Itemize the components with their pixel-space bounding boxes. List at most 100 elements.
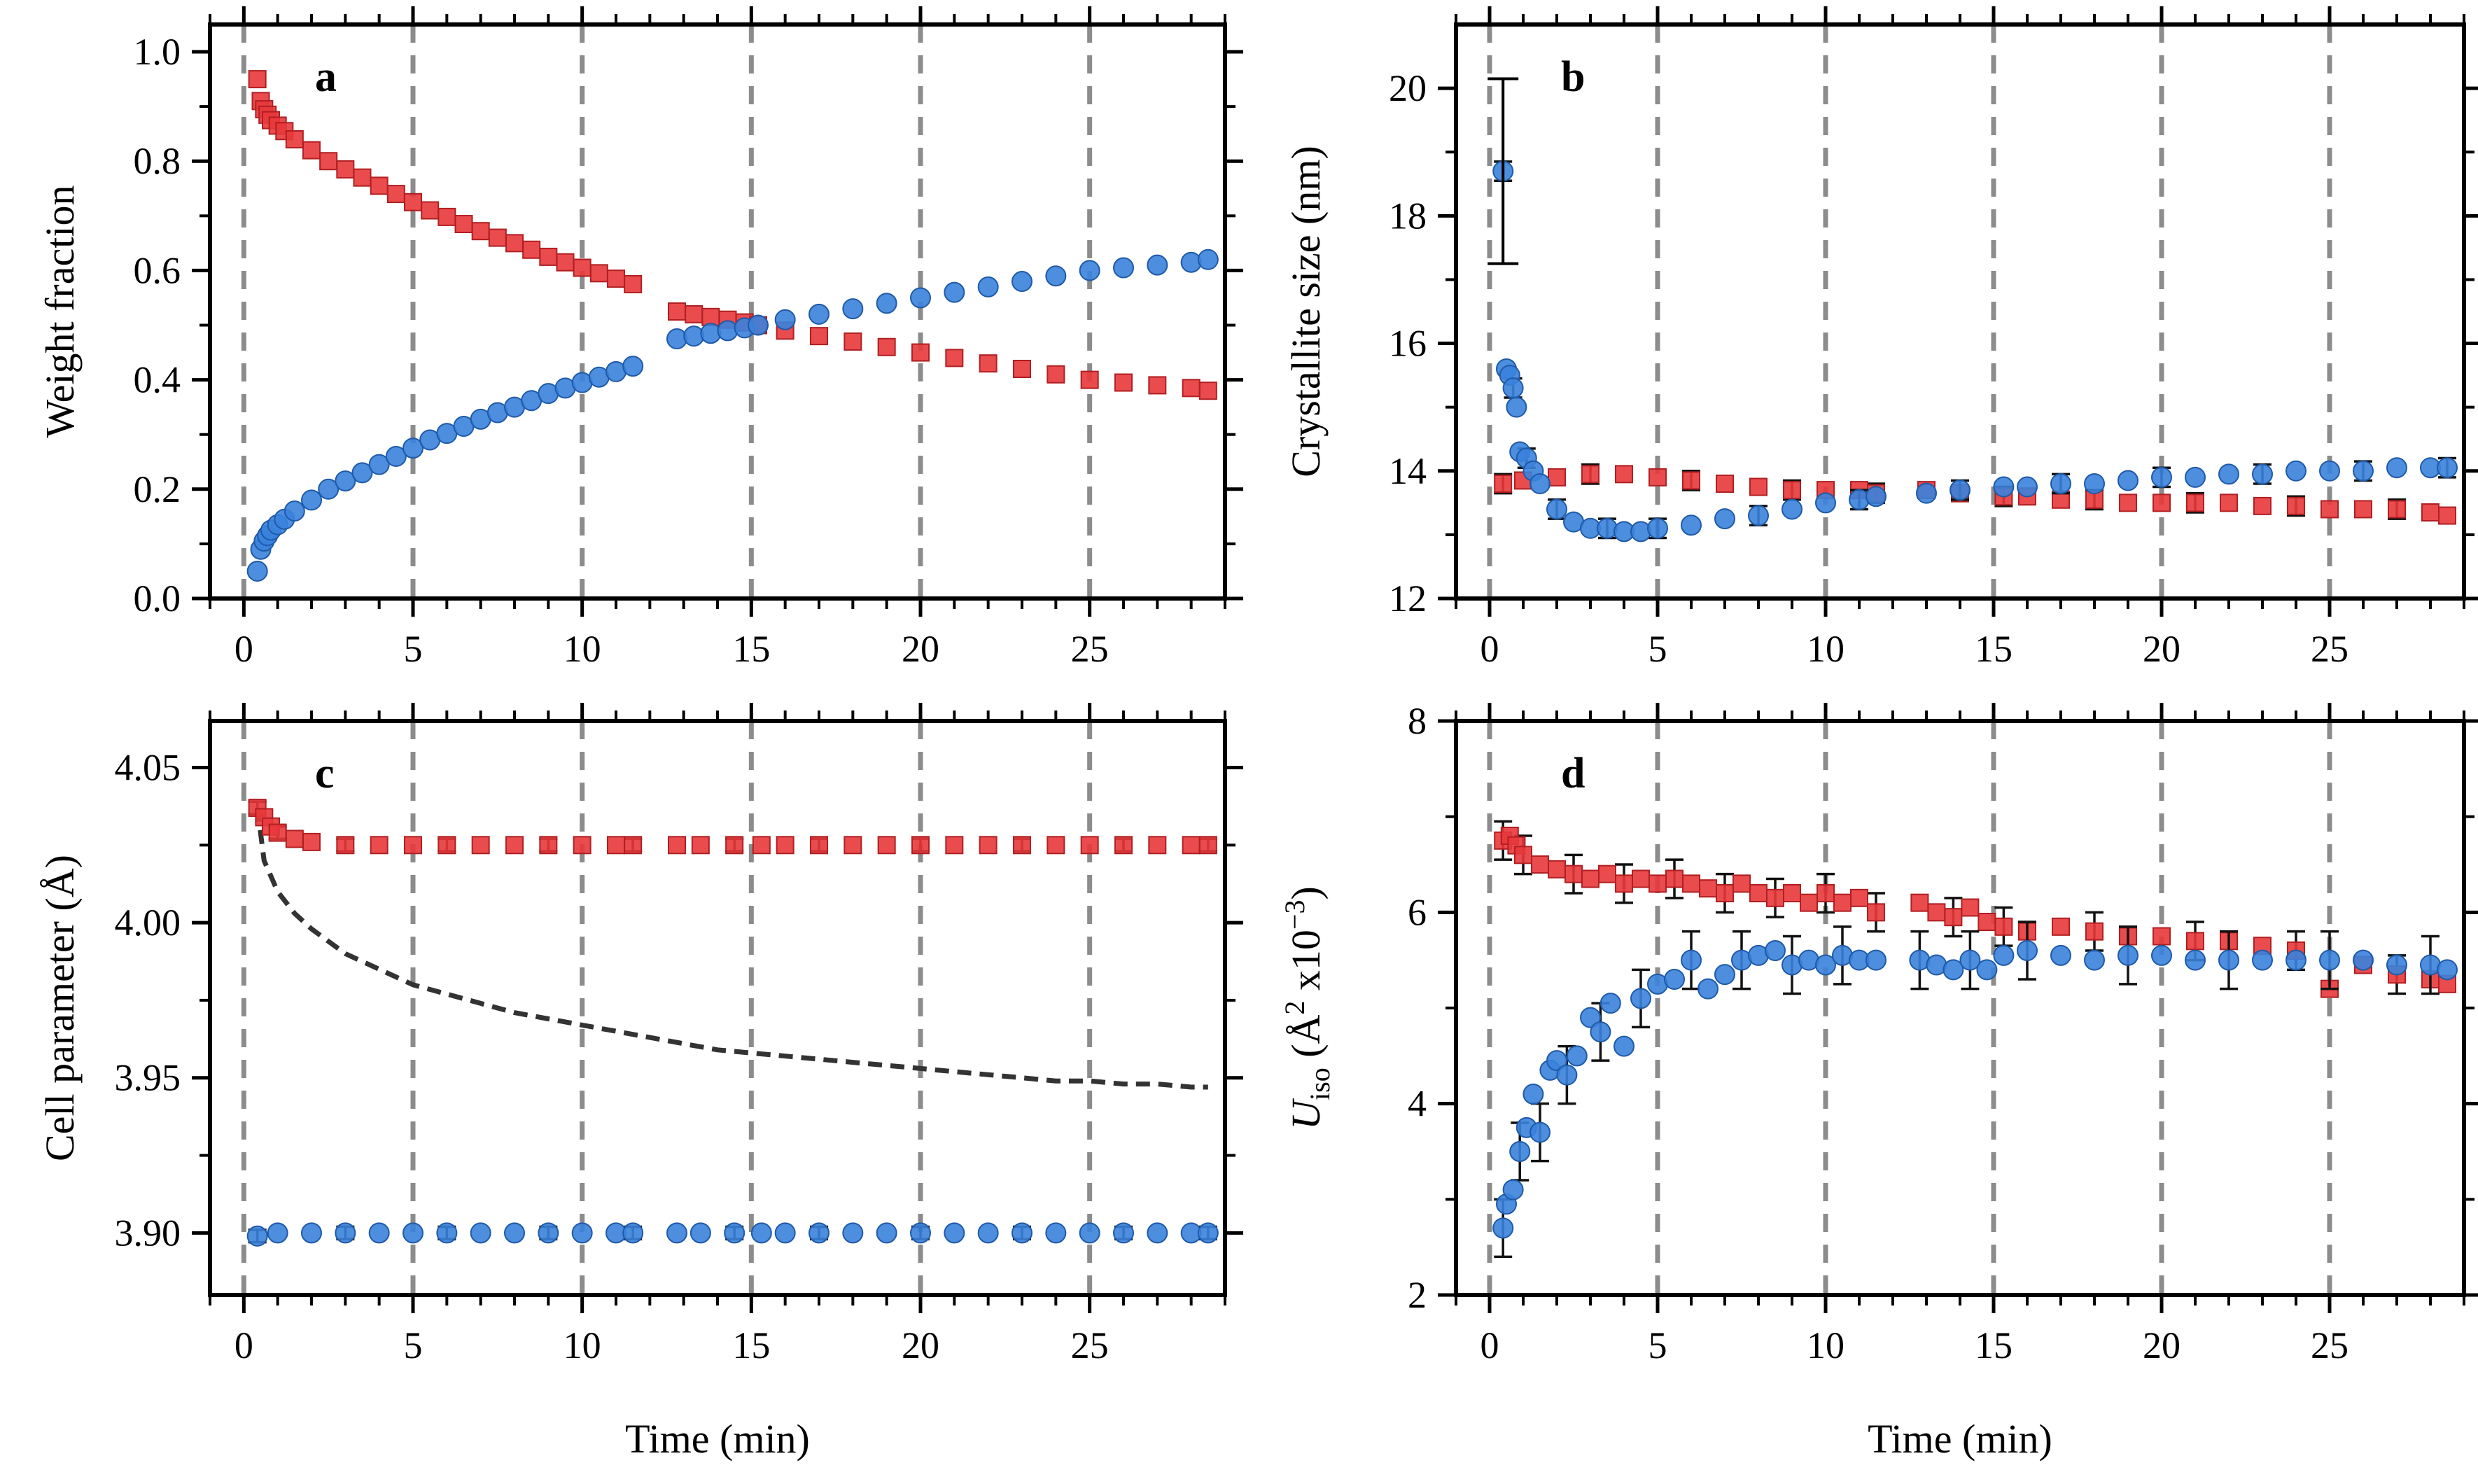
y-tick-label: 0.2 — [134, 468, 181, 510]
data-point-circle — [1079, 1222, 1100, 1244]
data-point-square — [1114, 373, 1133, 392]
data-point-square — [2186, 493, 2204, 512]
y-title-unit: ) — [1283, 886, 1329, 899]
blue-circle-series — [1492, 920, 2458, 1259]
data-point-circle — [2185, 949, 2206, 971]
data-point-square — [979, 836, 997, 855]
blue-circle-series — [246, 248, 1219, 582]
data-point-square — [438, 836, 456, 855]
panel-b: 0 5 10 15 20 25 12 14 16 18 20 b Crystallite size (n… — [1283, 6, 2478, 670]
x-tick-label: 0 — [234, 1324, 253, 1366]
data-point-square — [668, 836, 686, 855]
data-point-circle — [301, 489, 322, 511]
data-point-circle — [571, 1222, 593, 1244]
red-square-series — [1494, 463, 2456, 525]
data-point-circle — [504, 1222, 525, 1244]
data-point-circle — [1748, 505, 1769, 526]
data-point-square — [1494, 475, 1513, 493]
data-point-square — [539, 247, 558, 266]
plot-frame — [208, 22, 1227, 601]
data-point-square — [248, 70, 267, 89]
x-tick-label: 0 — [234, 628, 253, 670]
data-point-circle — [1546, 498, 1567, 520]
data-point-square — [2320, 500, 2339, 519]
data-point-circle — [944, 1222, 965, 1244]
data-point-circle — [1197, 1222, 1219, 1244]
data-point-circle — [1865, 486, 1886, 507]
data-point-circle — [2118, 944, 2138, 966]
data-point-circle — [1993, 944, 2015, 966]
data-point-circle — [977, 1222, 999, 1244]
data-point-square — [1564, 864, 1583, 883]
panel-letter: c — [315, 750, 335, 797]
data-point-circle — [1522, 1084, 1544, 1105]
y-tick-label: 12 — [1389, 578, 1427, 620]
data-point-square — [2287, 496, 2305, 515]
data-point-square — [1910, 893, 1929, 912]
data-point-circle — [1045, 1222, 1067, 1244]
data-point-circle — [1011, 271, 1032, 293]
x-tick-label: 20 — [2143, 1324, 2180, 1366]
data-point-square — [1749, 477, 1768, 496]
data-point-circle — [842, 1222, 864, 1244]
data-point-square — [911, 343, 930, 362]
x-tick-label: 10 — [1807, 628, 1844, 670]
data-point-circle — [1681, 514, 1702, 536]
data-point-square — [2052, 917, 2070, 936]
data-point-square — [752, 836, 771, 855]
data-point-square — [844, 332, 862, 351]
data-point-square — [1148, 376, 1167, 395]
data-point-circle — [470, 1222, 491, 1244]
data-point-square — [1598, 864, 1616, 883]
data-point-square — [1198, 836, 1217, 855]
data-point-circle — [1765, 940, 1786, 961]
data-point-square — [1682, 874, 1700, 893]
data-point-square — [1548, 468, 1566, 486]
data-point-circle — [2386, 954, 2407, 976]
data-point-circle — [1815, 492, 1836, 514]
data-point-square — [285, 130, 304, 148]
y-tick-label: 8 — [1408, 700, 1427, 742]
data-point-square — [505, 234, 524, 253]
data-point-square — [1800, 893, 1818, 912]
data-point-circle — [1509, 1141, 1531, 1162]
x-tick-label: 0 — [1480, 1324, 1499, 1366]
data-point-square — [810, 836, 828, 855]
data-point-square — [573, 836, 592, 855]
data-point-circle — [2286, 460, 2306, 482]
data-point-square — [2186, 932, 2204, 951]
panel-letter: a — [315, 53, 337, 101]
data-point-circle — [1197, 248, 1219, 270]
data-point-square — [302, 141, 321, 160]
red-square-series — [248, 70, 1217, 400]
data-point-square — [370, 176, 388, 195]
data-point-square — [1581, 869, 1600, 888]
data-point-circle — [1630, 988, 1651, 1009]
plot-frame — [1454, 22, 2466, 601]
data-point-circle — [1530, 1121, 1550, 1143]
data-point-square — [1531, 855, 1549, 874]
data-point-circle — [1865, 949, 1886, 971]
data-point-square — [471, 222, 490, 241]
data-point-square — [945, 836, 964, 855]
data-point-square — [810, 327, 828, 346]
y-axis-title: Cell parameter (Å) — [37, 855, 83, 1161]
data-point-square — [911, 836, 930, 855]
data-point-square — [668, 302, 686, 321]
x-tick-label: 10 — [564, 628, 601, 670]
data-point-square — [1198, 382, 1217, 400]
red-square-series — [1494, 820, 2456, 998]
data-point-square — [1148, 836, 1167, 855]
data-point-circle — [910, 1222, 931, 1244]
red-square-series — [248, 799, 1217, 855]
data-point-circle — [2353, 949, 2374, 971]
data-point-circle — [1916, 482, 1937, 504]
data-point-circle — [402, 1222, 424, 1244]
data-point-circle — [1011, 1222, 1032, 1244]
data-point-circle — [1566, 1045, 1588, 1067]
data-point-square — [1816, 884, 1835, 902]
data-point-square — [1182, 379, 1200, 398]
data-point-square — [1114, 836, 1133, 855]
data-point-circle — [246, 1225, 268, 1247]
